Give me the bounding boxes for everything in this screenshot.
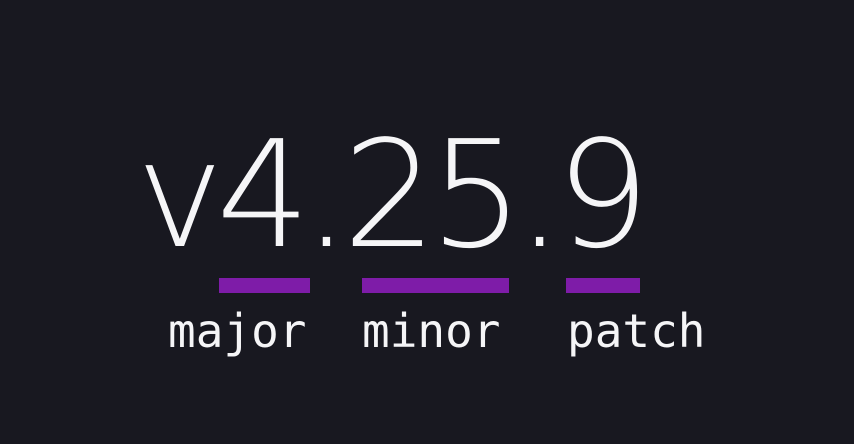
- version-number-text: v4.25.9: [136, 109, 650, 281]
- major-label: major: [168, 304, 307, 358]
- major-underline-bar: [219, 278, 310, 293]
- patch-underline-bar: [566, 278, 640, 293]
- minor-label: minor: [362, 304, 501, 358]
- patch-label: patch: [567, 304, 706, 358]
- minor-underline-bar: [362, 278, 509, 293]
